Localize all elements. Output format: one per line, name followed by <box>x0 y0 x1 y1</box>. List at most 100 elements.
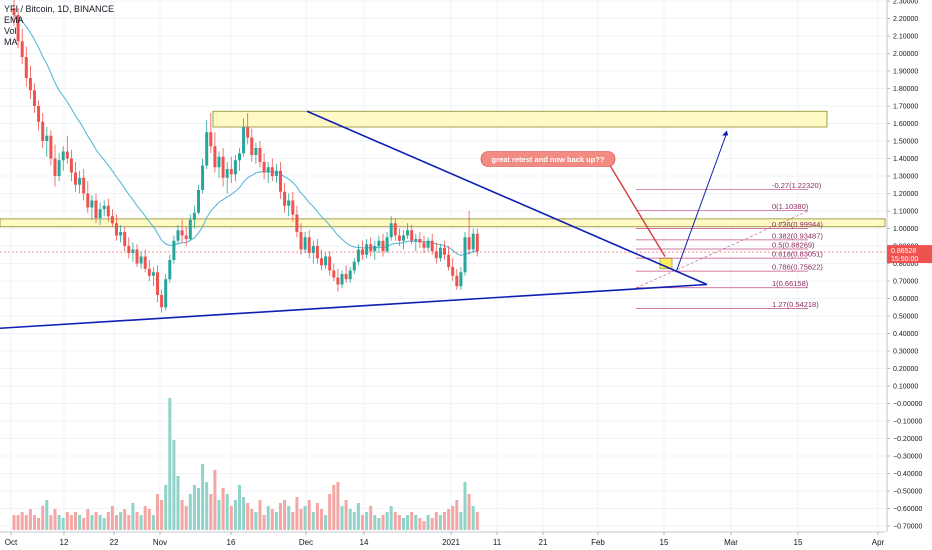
price-tick-label: 0.70000 <box>893 279 918 286</box>
volume-bar <box>233 500 237 530</box>
candle-body <box>283 191 287 206</box>
volume-bar <box>447 509 451 530</box>
candle-body <box>41 121 45 141</box>
candle-body <box>393 223 397 236</box>
price-axis[interactable]: 2.30000 2.20000 2.10000 2.00000 1.90000 1.800… <box>886 0 932 532</box>
volume-bar <box>110 506 114 530</box>
volume-bar <box>471 506 475 530</box>
volume-bar <box>315 503 319 530</box>
time-tick-label: Feb <box>591 538 605 547</box>
volume-bar <box>45 500 49 530</box>
volume-bar <box>422 521 426 530</box>
candle-body <box>447 254 451 267</box>
candle-body <box>33 90 36 106</box>
ma-indicator-label[interactable]: MA <box>4 37 18 47</box>
volume-bar <box>406 515 410 530</box>
volume-bar <box>356 503 360 530</box>
volume-bar <box>102 518 106 530</box>
candle-body <box>102 205 106 210</box>
time-tick-label: 21 <box>539 538 548 547</box>
upper-resistance-zone <box>212 110 828 128</box>
candle-body <box>119 232 123 236</box>
volume-bar <box>369 506 373 530</box>
fib-level-label: 0.5(0.88269) <box>772 241 815 250</box>
volume-bar <box>459 512 463 530</box>
volume-bar <box>127 515 131 530</box>
candle-body <box>311 246 315 253</box>
candle-body <box>274 170 278 176</box>
candle-body <box>426 240 430 248</box>
resistance-zones <box>0 110 886 270</box>
volume-bar <box>262 515 266 530</box>
price-tick-label: −0.40000 <box>893 471 922 478</box>
annotation-callout[interactable]: great retest and now back up?? <box>480 151 616 167</box>
candle-body <box>455 275 459 287</box>
volume-bar <box>209 494 213 530</box>
candle-body <box>156 272 159 295</box>
time-tick-label: Mar <box>724 538 738 547</box>
candle-body <box>127 246 131 253</box>
volume-bar <box>426 515 430 530</box>
candle-body <box>471 233 475 250</box>
candle-body <box>242 127 246 154</box>
support-resistance-zone <box>0 218 886 228</box>
candle-body <box>94 200 98 218</box>
time-tick-label: 12 <box>60 538 69 547</box>
candle-body <box>377 240 381 246</box>
candle-body <box>78 177 82 185</box>
ema-indicator-label[interactable]: EMA <box>4 15 24 25</box>
volume-bar <box>115 515 118 530</box>
candle-body <box>262 162 266 173</box>
price-tick-label: −0.10000 <box>893 419 922 426</box>
candle-body <box>365 244 369 255</box>
price-tick-label: 1.70000 <box>893 104 918 111</box>
fib-level-label: 0.618(0.83051) <box>772 250 823 259</box>
candle-body <box>172 240 176 260</box>
candle-body <box>28 78 32 91</box>
volume-bar <box>320 509 323 530</box>
fib-level-label: 0.236(0.99944) <box>772 220 823 229</box>
volume-bar <box>147 509 151 530</box>
volume-bar <box>143 506 147 530</box>
candle-body <box>381 240 385 252</box>
volume-bar <box>90 515 94 530</box>
time-tick-label: 15 <box>794 538 803 547</box>
candle-body <box>197 190 200 213</box>
volume-bar <box>246 503 250 530</box>
time-tick-label: 14 <box>360 538 369 547</box>
time-axis[interactable]: Oct 12 22 Nov 16 Dec 14 2021 11 21 Feb 15 Mar 15 Apr <box>0 531 885 547</box>
volume-indicator-label[interactable]: Vol <box>4 26 17 36</box>
candle-body <box>299 232 303 250</box>
candle-body <box>238 153 241 161</box>
volume-bar <box>131 503 135 530</box>
candle-body <box>352 261 356 271</box>
candle-body <box>229 169 233 175</box>
candle-body <box>139 256 143 264</box>
fib-level-label: 0.382(0.93487) <box>772 231 823 240</box>
volume-bar <box>238 485 241 530</box>
candle-body <box>221 156 225 178</box>
candle-body <box>61 151 65 161</box>
price-tick-label: 1.00000 <box>893 226 918 233</box>
fib-level-label: 1.27(0.54218) <box>772 300 819 309</box>
volume-bar <box>33 515 36 530</box>
volume-bar <box>434 512 438 530</box>
volume-bar <box>274 512 278 530</box>
candle-body <box>65 151 69 159</box>
volume-bar <box>475 512 479 530</box>
trendline-drawings[interactable]: great retest and now back up?? <box>0 110 728 330</box>
candle-body <box>406 230 410 236</box>
volume-bar <box>254 512 258 530</box>
candle-body <box>69 158 73 173</box>
symbol-title[interactable]: YFI / Bitcoin, 1D, BINANCE <box>4 4 115 14</box>
candle-body <box>443 247 446 255</box>
callout-pointer <box>609 165 666 257</box>
price-tick-label: 0.30000 <box>893 349 918 356</box>
time-tick-label: Apr <box>872 538 885 547</box>
candle-body <box>90 200 94 208</box>
candle-body <box>369 244 373 252</box>
price-tick-label: 0.50000 <box>893 314 918 321</box>
price-tick-label: 1.90000 <box>893 69 918 76</box>
